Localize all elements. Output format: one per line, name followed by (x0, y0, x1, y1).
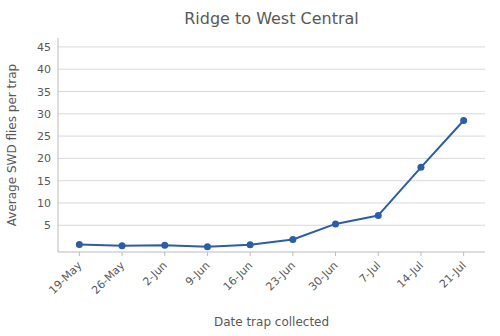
grid-line (58, 113, 485, 114)
x-tick-label: 19-May (46, 259, 84, 297)
x-tick (463, 252, 464, 256)
x-tick (420, 252, 421, 256)
data (76, 117, 467, 250)
x-label: Date trap collected (214, 315, 329, 329)
x-tick-label: 2-Jun (140, 259, 170, 289)
x-tick-label: 30-Jun (306, 259, 341, 294)
x-tick-label: 23-Jun (263, 259, 298, 294)
x-tick-label: 26-May (89, 259, 127, 297)
grid-line (58, 136, 485, 137)
x-tick (250, 252, 251, 256)
y-axis-line (58, 38, 59, 252)
x-tick-label: 21-Jul (437, 259, 469, 291)
grid-line (58, 225, 485, 226)
marker (289, 236, 296, 243)
x-tick-label: 9-Jun (183, 259, 213, 289)
marker (332, 220, 339, 227)
grid-line (58, 180, 485, 181)
marker (417, 164, 424, 171)
grid-line (58, 202, 485, 203)
marker (161, 242, 168, 249)
marker (460, 117, 467, 124)
x-tick (79, 252, 80, 256)
grid-line (58, 158, 485, 159)
x-tick (164, 252, 165, 256)
marker (375, 212, 382, 219)
y-tick-label: 45 (37, 41, 51, 54)
x-tick (335, 252, 336, 256)
y-tick-label: 20 (37, 152, 51, 165)
x-tick (207, 252, 208, 256)
y-tick-label: 5 (44, 219, 51, 232)
grid-line (58, 46, 485, 47)
y-grid (58, 47, 485, 225)
x-tick-label: 7-Jul (357, 259, 384, 286)
y-tick-label: 35 (37, 86, 51, 99)
y-tick-label: 40 (37, 63, 51, 76)
grid-line (58, 69, 485, 70)
chart: 5 10 15 20 25 30 35 40 45 19-May26-May 2-Jun 9-Jun 1… (0, 0, 500, 336)
y-tick-label: 30 (37, 108, 51, 121)
grid-line (58, 91, 485, 92)
marker (247, 241, 254, 248)
x-tick (378, 252, 379, 256)
y-tick-label: 10 (37, 197, 51, 210)
y-tick-label: 25 (37, 130, 51, 143)
x-tick-label: 16-Jun (221, 259, 256, 294)
x-tick (122, 252, 123, 256)
title: Ridge to West Central (184, 9, 359, 28)
x-tick (292, 252, 293, 256)
y-tick-label: 15 (37, 175, 51, 188)
marker (76, 241, 83, 248)
x-tick-label: 14-Jul (394, 259, 426, 291)
y-label: Average SWD flies per trap (5, 64, 19, 226)
line (79, 120, 463, 246)
marker (119, 242, 126, 249)
marker (204, 243, 211, 250)
